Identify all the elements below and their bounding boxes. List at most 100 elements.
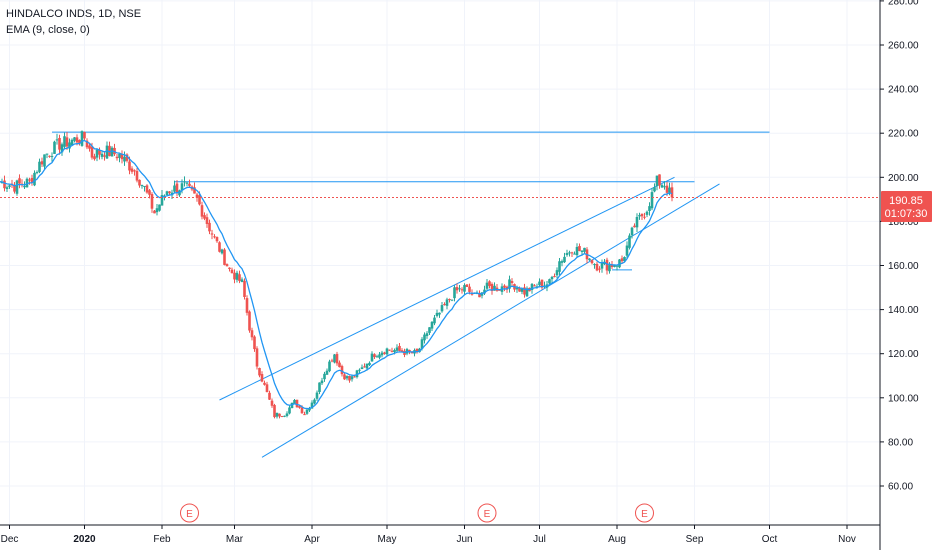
candle-body <box>155 208 159 213</box>
candle-body <box>488 281 491 286</box>
candle-body <box>235 272 239 280</box>
candle-body <box>80 131 84 146</box>
candle-body <box>260 374 264 382</box>
candle-body <box>658 174 661 186</box>
candle-body <box>415 348 419 353</box>
candle-body <box>253 336 256 350</box>
y-tick-label: 120.00 <box>888 349 919 360</box>
candle-body <box>258 367 261 376</box>
candle-body <box>195 194 199 198</box>
candle-body <box>205 217 209 224</box>
candle-body <box>270 400 274 406</box>
channel-line[interactable] <box>261 183 720 458</box>
candle-body <box>558 261 561 272</box>
earnings-marker[interactable] <box>180 503 199 523</box>
earnings-marker[interactable] <box>477 503 497 523</box>
candle-body <box>350 376 354 380</box>
candle-body <box>510 281 514 283</box>
candle-body <box>553 276 556 278</box>
candle-body <box>128 161 131 171</box>
candle-body <box>35 172 39 174</box>
earnings-marker[interactable] <box>635 503 654 523</box>
candle-body <box>370 353 374 362</box>
candle-body <box>85 140 89 148</box>
candle-body <box>340 366 344 375</box>
candle-body <box>443 303 446 305</box>
candle-body <box>548 279 551 284</box>
y-tick-label: 200.00 <box>888 173 919 184</box>
candle-body <box>108 145 111 156</box>
price-axis[interactable]: 60.00 80.00 100.00 120.00 140.00 160.00 180.00… <box>880 0 919 493</box>
candle-body <box>433 317 436 324</box>
candle-body <box>398 345 401 351</box>
candle-body <box>565 253 569 255</box>
candle-body <box>200 205 204 217</box>
candle-body <box>208 222 211 232</box>
candle-body <box>143 185 146 187</box>
candle-body <box>40 161 44 165</box>
channel-line[interactable] <box>219 176 675 401</box>
candle-body <box>68 142 71 149</box>
candle-body <box>33 172 36 186</box>
candle-body <box>665 185 669 193</box>
candle-body <box>360 367 364 370</box>
candle-body <box>88 145 91 149</box>
symbol-title[interactable]: HINDALCO INDS, 1D, NSE <box>6 8 142 20</box>
y-tick-label: 80.00 <box>888 437 913 448</box>
indicator-label[interactable]: EMA (9, close, 0) <box>6 24 90 36</box>
candle-body <box>420 339 424 349</box>
candle-body <box>60 144 64 153</box>
candle-body <box>225 264 229 267</box>
candle-body <box>530 283 534 290</box>
candle-body <box>540 279 544 288</box>
y-tick-label: 220.00 <box>888 129 919 140</box>
candle-body <box>635 216 639 228</box>
candle-body <box>148 190 151 195</box>
candle-body <box>38 161 41 172</box>
candle-body <box>303 414 306 416</box>
candle-body <box>118 153 121 158</box>
x-tick-label: Dec <box>1 534 19 545</box>
candle-body <box>300 407 304 414</box>
candles <box>0 130 674 419</box>
candle-body <box>18 178 21 184</box>
candle-body <box>465 284 469 287</box>
candle-body <box>55 139 59 141</box>
candle-body <box>520 288 524 292</box>
trendlines[interactable] <box>52 131 770 458</box>
candle-body <box>425 333 429 336</box>
candle-body <box>173 185 176 192</box>
candle-body <box>250 330 254 338</box>
candle-body <box>538 281 541 286</box>
candle-body <box>305 409 309 414</box>
candle-body <box>243 280 246 297</box>
candle-body <box>15 180 19 194</box>
candle-body <box>315 392 319 399</box>
x-tick-label: Jun <box>456 534 472 545</box>
candle-body <box>493 285 496 291</box>
candle-body <box>265 384 269 393</box>
candle-body <box>125 154 129 161</box>
candle-body <box>670 187 674 198</box>
y-tick-label: 280.00 <box>888 0 919 7</box>
time-axis[interactable]: Dec 2020 Feb Mar Apr May Jun Jul Aug Sep Oct Nov <box>1 525 856 545</box>
candle-body <box>183 181 186 183</box>
candle-body <box>280 415 284 417</box>
candle-body <box>518 287 521 292</box>
candle-body <box>95 149 99 158</box>
candle-body <box>643 216 646 218</box>
candle-body <box>323 373 326 380</box>
candle-body <box>503 285 506 288</box>
candle-body <box>153 210 156 214</box>
chart-legend: HINDALCO INDS, 1D, NSE EMA (9, close, 0) <box>6 6 141 38</box>
candle-body <box>8 185 11 187</box>
candle-body <box>598 268 601 270</box>
candle-body <box>213 236 216 238</box>
candle-body <box>613 265 616 267</box>
candle-body <box>58 137 61 150</box>
candle-body <box>75 137 79 143</box>
y-tick-label: 100.00 <box>888 393 919 404</box>
candle-body <box>268 392 271 400</box>
